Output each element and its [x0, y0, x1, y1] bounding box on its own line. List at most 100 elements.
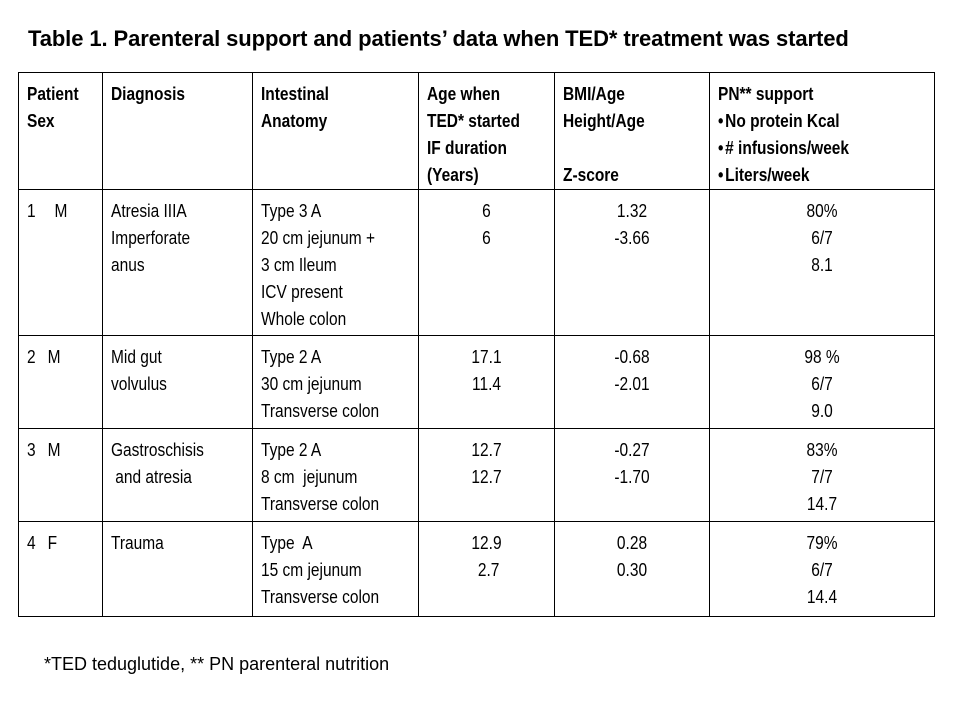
- patient-sex: F: [47, 533, 58, 553]
- pn-liters: 14.7: [806, 494, 838, 514]
- header-text: Patient: [27, 84, 79, 104]
- patient-number: 3: [27, 440, 36, 460]
- cell-pn: 80% 6/7 8.1: [709, 189, 935, 336]
- pn-infusions: 7/7: [811, 467, 833, 487]
- header-bmi-height: BMI/Age Height/Age Z-score: [554, 72, 710, 190]
- pn-kcal: 80%: [806, 201, 838, 221]
- cell-pn: 98 % 6/7 9.0: [709, 335, 935, 429]
- table-footnote: *TED teduglutide, ** PN parenteral nutri…: [44, 654, 390, 674]
- header-text: Diagnosis: [111, 84, 185, 104]
- header-text: Z-score: [563, 165, 619, 185]
- anatomy-line: Transverse colon: [261, 494, 380, 514]
- header-bullet-text: Liters/week: [718, 162, 897, 189]
- header-text: IF duration: [427, 138, 507, 158]
- cell-anatomy: Type 3 A 20 cm jejunum + 3 cm Ileum ICV …: [252, 189, 419, 336]
- pn-kcal: 98 %: [804, 347, 840, 367]
- anatomy-line: Whole colon: [261, 309, 347, 329]
- pn-kcal: 83%: [806, 440, 838, 460]
- height-zscore: 0.30: [616, 560, 648, 580]
- pn-infusions: 6/7: [811, 228, 833, 248]
- cell-anatomy: Type 2 A 8 cm jejunum Transverse colon: [252, 428, 419, 522]
- cell-diagnosis: Trauma: [102, 521, 253, 617]
- cell-diagnosis: Gastroschisis and atresia: [102, 428, 253, 522]
- header-intestinal-anatomy: Intestinal Anatomy: [252, 72, 419, 190]
- diagnosis-line: Trauma: [111, 533, 164, 553]
- header-text: Sex: [27, 111, 55, 131]
- anatomy-line: Transverse colon: [261, 587, 380, 607]
- anatomy-line: Type 3 A: [261, 201, 322, 221]
- cell-bmi: 0.28 0.30: [554, 521, 710, 617]
- anatomy-line: 30 cm jejunum: [261, 374, 362, 394]
- anatomy-line: 20 cm jejunum +: [261, 228, 376, 248]
- patient-sex: M: [47, 347, 61, 367]
- anatomy-line: ICV present: [261, 282, 343, 302]
- cell-age: 12.7 12.7: [418, 428, 555, 522]
- cell-bmi: -0.27 -1.70: [554, 428, 710, 522]
- pn-kcal: 79%: [806, 533, 838, 553]
- anatomy-line: Type A: [261, 533, 313, 553]
- header-text: BMI/Age: [563, 84, 625, 104]
- anatomy-line: 15 cm jejunum: [261, 560, 362, 580]
- anatomy-line: Type 2 A: [261, 440, 322, 460]
- patient-number: 2: [27, 347, 36, 367]
- age-value: 12.7: [471, 440, 502, 460]
- diagnosis-line: Imperforate: [111, 228, 191, 248]
- patient-data-table: Patient Sex Diagnosis Intestinal Anatomy…: [18, 72, 935, 617]
- diagnosis-line: Mid gut: [111, 347, 162, 367]
- age-value: 6: [482, 201, 491, 221]
- header-text: Intestinal: [261, 84, 329, 104]
- cell-diagnosis: Atresia IIIA Imperforate anus: [102, 189, 253, 336]
- diagnosis-line: Atresia IIIA: [111, 201, 187, 221]
- bmi-zscore: 0.28: [616, 533, 648, 553]
- header-bullet-text: No protein Kcal: [718, 108, 897, 135]
- bmi-zscore: 1.32: [616, 201, 648, 221]
- patient-sex: M: [54, 201, 68, 221]
- diagnosis-line: Gastroschisis: [111, 440, 204, 460]
- pn-infusions: 6/7: [811, 374, 833, 394]
- pn-infusions: 6/7: [811, 560, 833, 580]
- diagnosis-line: anus: [111, 255, 145, 275]
- cell-age: 6 6: [418, 189, 555, 336]
- cell-pn: 79% 6/7 14.4: [709, 521, 935, 617]
- header-text: (Years): [427, 165, 479, 185]
- header-age: Age when TED* started IF duration (Years…: [418, 72, 555, 190]
- header-diagnosis: Diagnosis: [102, 72, 253, 190]
- table-title: Table 1. Parenteral support and patients…: [28, 26, 849, 51]
- height-zscore: -2.01: [614, 374, 650, 394]
- patient-sex: M: [47, 440, 61, 460]
- patient-number: 1: [27, 201, 36, 221]
- cell-bmi: -0.68 -2.01: [554, 335, 710, 429]
- pn-liters: 9.0: [811, 401, 833, 421]
- cell-anatomy: Type 2 A 30 cm jejunum Transverse colon: [252, 335, 419, 429]
- anatomy-line: 3 cm Ileum: [261, 255, 337, 275]
- pn-liters: 8.1: [811, 255, 833, 275]
- patient-number: 4: [27, 533, 36, 553]
- header-bullet-text: # infusions/week: [718, 135, 897, 162]
- age-value: 12.9: [471, 533, 502, 553]
- header-row: Patient Sex Diagnosis Intestinal Anatomy…: [18, 72, 935, 190]
- header-text: PN** support: [718, 84, 814, 104]
- header-text: Age when: [427, 84, 501, 104]
- anatomy-line: 8 cm jejunum: [261, 467, 358, 487]
- header-pn-support: PN** support No protein Kcal # infusions…: [709, 72, 935, 190]
- diagnosis-line: volvulus: [111, 374, 167, 394]
- anatomy-line: Transverse colon: [261, 401, 380, 421]
- cell-age: 17.1 11.4: [418, 335, 555, 429]
- header-text: Anatomy: [261, 111, 328, 131]
- header-patient-sex: Patient Sex: [18, 72, 103, 190]
- height-zscore: -1.70: [614, 467, 650, 487]
- header-text: Height/Age: [563, 111, 645, 131]
- cell-anatomy: Type A 15 cm jejunum Transverse colon: [252, 521, 419, 617]
- if-duration-value: 6: [482, 228, 491, 248]
- if-duration-value: 11.4: [472, 374, 501, 394]
- anatomy-line: Type 2 A: [261, 347, 322, 367]
- cell-bmi: 1.32 -3.66: [554, 189, 710, 336]
- if-duration-value: 12.7: [471, 467, 502, 487]
